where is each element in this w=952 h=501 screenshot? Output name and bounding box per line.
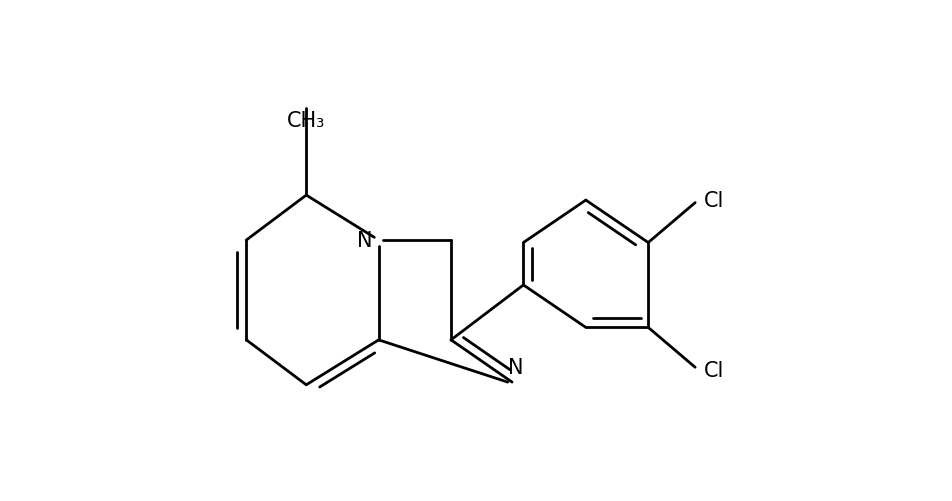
Text: CH₃: CH₃ [288, 111, 326, 131]
Text: Cl: Cl [704, 360, 724, 380]
Text: N: N [508, 358, 524, 378]
Text: N: N [357, 230, 372, 250]
Text: Cl: Cl [704, 191, 724, 210]
